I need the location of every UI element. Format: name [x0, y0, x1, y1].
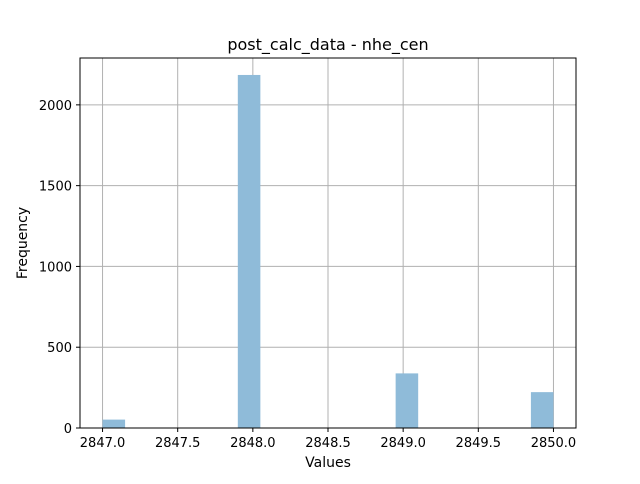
histogram-bar	[102, 419, 126, 428]
y-tick-label: 0	[64, 422, 72, 437]
y-tick-label: 1500	[39, 180, 72, 195]
ticks-layer: 2847.0 2847.5 2848.0 2848.5 2849.0 2849.5 2850…	[39, 99, 576, 451]
x-tick-label: 2849.0	[380, 436, 426, 451]
x-tick-label: 2847.5	[155, 436, 201, 451]
x-tick-label: 2850.0	[531, 436, 577, 451]
histogram-bar	[395, 373, 419, 428]
y-tick-label: 500	[47, 341, 72, 356]
x-axis-label: Values	[305, 455, 351, 471]
bars-layer	[102, 74, 554, 429]
x-tick-label: 2848.5	[305, 436, 351, 451]
y-axis-label: Frequency	[15, 207, 31, 279]
histogram-bar	[530, 392, 554, 428]
x-tick-label: 2847.0	[80, 436, 126, 451]
histogram-bar	[237, 74, 261, 429]
x-tick-label: 2848.0	[230, 436, 276, 451]
x-tick-label: 2849.5	[456, 436, 502, 451]
y-tick-label: 1000	[39, 260, 72, 275]
y-tick-label: 2000	[39, 99, 72, 114]
chart-title: post_calc_data - nhe_cen	[227, 35, 428, 55]
